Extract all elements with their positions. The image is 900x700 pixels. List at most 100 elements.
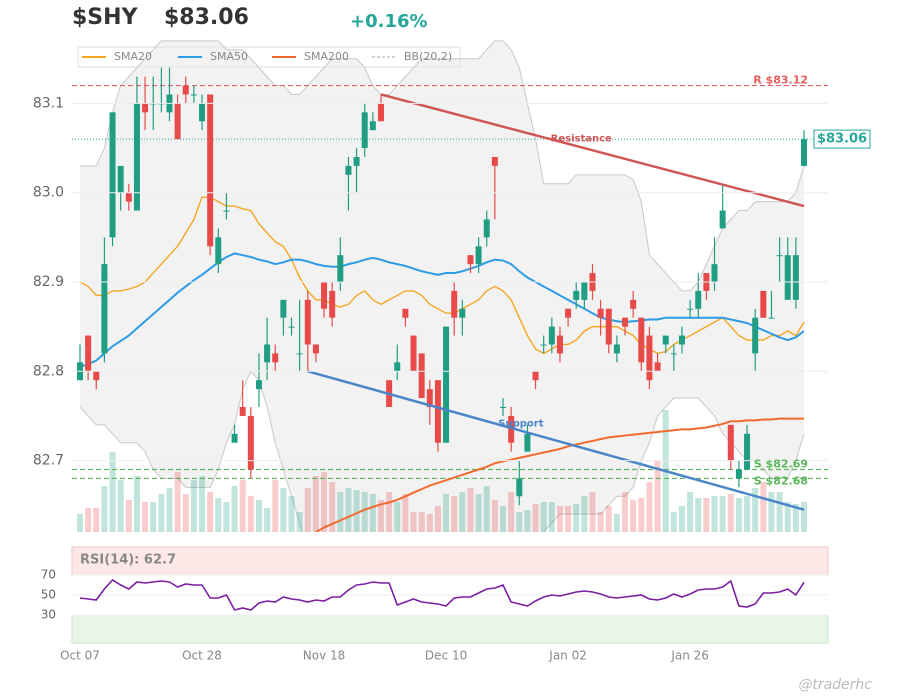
volume-bar [133,476,140,532]
candle-body [776,255,783,257]
volume-bar [784,502,791,532]
volume-bar [687,492,694,532]
volume-bar [532,504,539,532]
sma-line [79,252,805,368]
volume-bar [223,502,230,532]
volume-bar [500,506,507,532]
candle-body [744,433,751,470]
candle-body [312,344,319,354]
price-tag-box [813,129,871,149]
candle-body [581,281,588,300]
trendline-label: Resistance [551,133,612,144]
volume-bar [117,480,124,532]
candle-body [662,335,669,345]
candle-body [345,165,352,175]
volume-bar [597,512,604,532]
candle-body [801,139,807,166]
volume-bar [77,514,83,532]
volume-bar [638,498,645,532]
volume-bar [369,494,376,532]
rsi-label: RSI(14): 62.7 [80,553,176,568]
y-tick-label: 82.8 [33,363,64,379]
bb-upper [80,40,805,292]
price-panel [72,40,828,532]
volume-bar [654,460,661,532]
volume-bar [727,494,734,532]
volume-bar [516,512,523,532]
candle-body [711,264,718,282]
candle-body [459,308,466,318]
volume-bar [622,492,629,532]
candle-body [638,317,645,363]
legend-label: SMA20 [114,50,152,63]
candle-body [678,335,685,345]
candle-body [182,85,189,95]
volume-bar [508,492,515,532]
volume-bar [548,502,555,532]
candle-body [223,210,230,212]
volume-bar [109,452,116,532]
volume-bar [524,510,531,532]
candle-body [467,255,474,265]
candle-body [272,353,279,363]
volume-bar [451,496,458,532]
trendline [380,93,805,208]
volume-bar [255,500,262,532]
volume-bar [792,504,799,532]
volume-bar [296,512,303,532]
rsi-tick-label: 70 [41,568,56,582]
candle-body [402,308,409,318]
candle-body [109,112,116,238]
candle-body [556,335,563,354]
candle-body [613,344,620,354]
candle-body [207,94,214,247]
volume-bar [93,508,100,532]
volume-bar [613,514,620,532]
volume-bar [776,492,783,532]
header-price: $83.06 [164,5,249,30]
volume-bar [565,506,572,532]
volume-bar [434,506,441,532]
volume-bar [264,508,271,532]
volume-bar [142,502,149,532]
candle-body [361,112,368,149]
volume-bar [361,492,368,532]
candle-body [532,371,539,381]
candle-body [622,317,629,327]
volume-bar [581,496,588,532]
volume-bar [239,480,246,532]
trendline [307,370,805,511]
watermark: @traderhc [798,677,872,693]
candle-body [304,299,311,345]
volume-bar [345,488,352,532]
volume-bar [125,500,132,532]
volume-bar [719,496,726,532]
volume-bar [605,506,612,532]
legend-label: SMA50 [210,50,248,63]
volume-bar [402,494,409,532]
candle-body [369,121,376,131]
candle-body [573,290,580,300]
level-label: S $82.69 [754,457,808,470]
volume-bar [760,482,767,532]
candle-body [443,326,450,443]
volume-bar [475,494,482,532]
volume-bar [426,514,433,532]
candle-body [199,103,206,122]
volume-bar [744,496,751,532]
volume-bar [329,482,336,532]
volume-bar [573,504,580,532]
candle-body [727,424,734,461]
candle-body [377,103,384,122]
volume-bar [418,512,425,532]
candle-body [646,335,653,381]
ticker: $SHY [72,5,139,30]
candle-body [540,344,547,346]
volume-bar [247,496,254,532]
volume-bar [410,512,417,532]
candle-body [548,326,555,345]
candle-body [792,255,799,300]
volume-bar [158,494,165,532]
y-tick-label: 83.0 [33,185,64,201]
